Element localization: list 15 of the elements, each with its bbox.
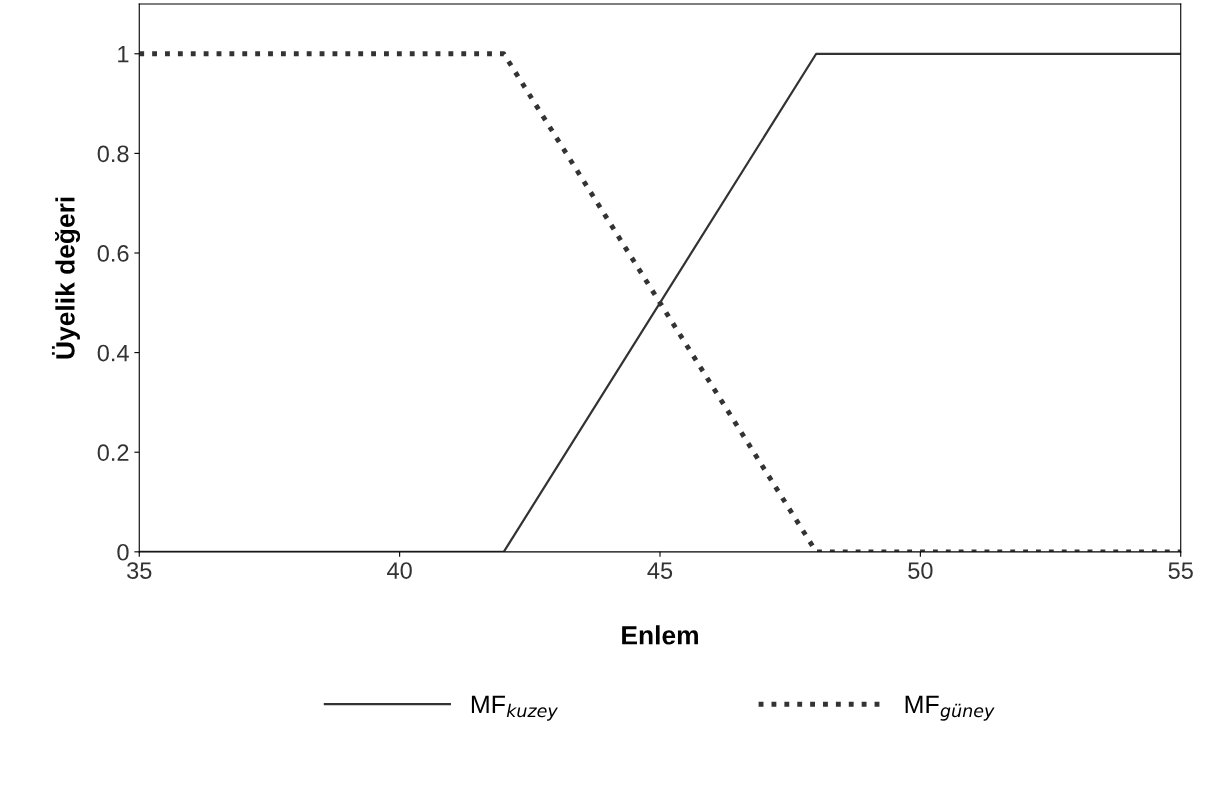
y-tick-label: 0.8 — [97, 145, 129, 163]
x-tick-label: 45 — [647, 562, 673, 579]
y-tick-label: 1 — [118, 46, 129, 63]
x-tick-label: 40 — [387, 562, 412, 579]
legend-label: MF$_{güney}$ — [905, 695, 995, 721]
y-tick-label: 0.6 — [97, 245, 129, 262]
legend-label: MF$_{kuzey}$ — [471, 695, 558, 721]
y-axis-title: Üyelik değeri — [51, 197, 81, 359]
x-tick-label: 50 — [908, 562, 933, 579]
x-tick-label: 55 — [1168, 562, 1193, 579]
y-tick-label: 0.2 — [97, 444, 129, 462]
y-tick-label: 0 — [117, 543, 129, 561]
x-axis-title: Enlem — [622, 625, 698, 645]
y-tick-label: 0.4 — [97, 344, 129, 362]
x-tick-label: 35 — [127, 562, 152, 579]
